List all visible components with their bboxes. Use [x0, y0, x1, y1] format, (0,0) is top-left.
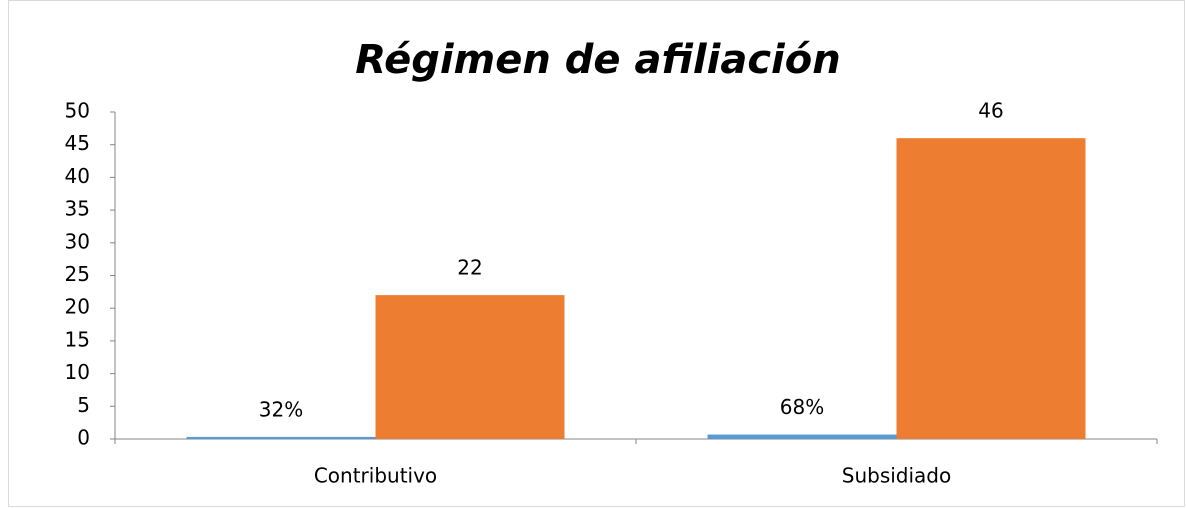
y-tick-label: 30 [65, 229, 90, 253]
y-tick-label: 25 [65, 262, 90, 286]
y-tick-label: 15 [65, 327, 90, 351]
x-tick-label: Contributivo [314, 464, 437, 488]
y-tick-label: 40 [65, 164, 90, 188]
x-tick-label: Subsidiado [842, 464, 951, 488]
y-tick-label: 45 [65, 131, 90, 155]
data-label: 68% [780, 395, 824, 419]
bar [896, 138, 1086, 439]
chart-title: Régimen de afiliación [355, 37, 840, 83]
chart-border [8, 0, 1185, 507]
y-tick-label: 20 [65, 295, 90, 319]
y-tick-label: 10 [65, 360, 90, 384]
bar [375, 295, 565, 439]
data-label: 32% [259, 397, 303, 421]
y-tick-label: 5 [77, 393, 90, 417]
bar [186, 436, 376, 439]
y-tick-label: 35 [65, 197, 90, 221]
data-label: 46 [978, 99, 1003, 123]
bar [707, 434, 897, 439]
y-tick-label: 50 [65, 99, 90, 123]
y-tick-label: 0 [77, 426, 90, 450]
data-label: 22 [457, 256, 482, 280]
